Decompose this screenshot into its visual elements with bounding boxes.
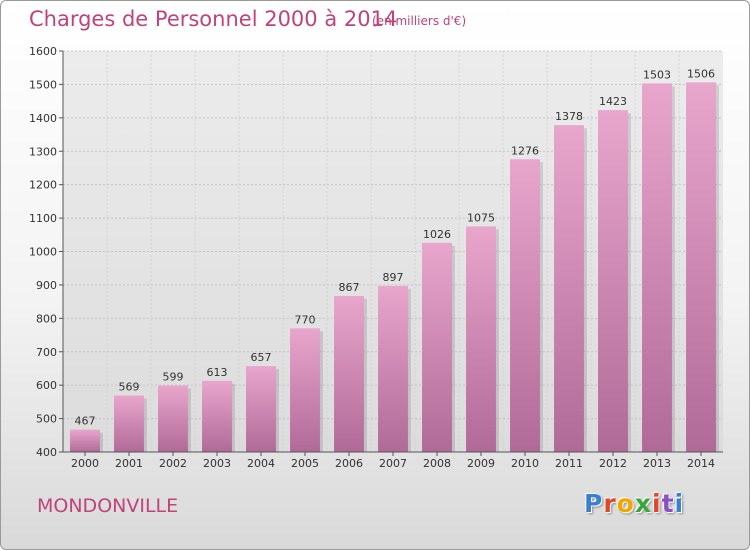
bar: [246, 366, 276, 452]
y-tick-label: 1000: [29, 246, 57, 259]
bar: [466, 226, 496, 452]
y-tick-label: 1100: [29, 212, 57, 225]
logo-letter: o: [616, 489, 635, 518]
y-tick-label: 500: [36, 413, 57, 426]
x-tick-label: 2004: [247, 457, 275, 470]
proxiti-logo: Proxiti: [584, 489, 684, 518]
y-tick-label: 400: [36, 446, 57, 459]
x-tick-label: 2012: [599, 457, 627, 470]
bar-value-label: 1423: [599, 95, 627, 108]
x-tick-label: 2014: [687, 457, 715, 470]
y-tick-label: 700: [36, 346, 57, 359]
bar-value-label: 467: [75, 415, 96, 428]
bar-value-label: 1503: [643, 68, 671, 81]
bar: [422, 242, 452, 452]
y-tick-label: 600: [36, 379, 57, 392]
bar: [378, 285, 408, 452]
bar-value-label: 613: [207, 366, 228, 379]
x-tick-label: 2002: [159, 457, 187, 470]
bar: [334, 295, 364, 452]
x-tick-label: 2008: [423, 457, 451, 470]
x-tick-label: 2003: [203, 457, 231, 470]
bar: [686, 82, 716, 452]
axes: 400 500 600 700 800 900 1000 1100 1200 1300 1400 15…: [29, 45, 723, 470]
bar: [642, 83, 672, 452]
logo-letter: t: [661, 489, 675, 518]
bar: [158, 385, 188, 452]
bar-value-label: 867: [339, 281, 360, 294]
logo-letter: x: [634, 489, 652, 518]
bar-value-label: 770: [295, 313, 316, 326]
x-tick-label: 2006: [335, 457, 363, 470]
logo-letter: i: [652, 489, 662, 518]
bar: [598, 110, 628, 453]
bar: [70, 429, 100, 452]
bar-value-label: 1378: [555, 110, 583, 123]
logo-letter: r: [603, 489, 617, 518]
x-tick-label: 2007: [379, 457, 407, 470]
y-tick-label: 1300: [29, 145, 57, 158]
y-tick-label: 1600: [29, 45, 57, 58]
bar: [114, 395, 144, 452]
bar-value-label: 1075: [467, 211, 495, 224]
x-tick-label: 2005: [291, 457, 319, 470]
y-tick-label: 1400: [29, 112, 57, 125]
x-tick-label: 2011: [555, 457, 583, 470]
bar-value-label: 1026: [423, 228, 451, 241]
bar: [554, 125, 584, 452]
logo-letter: i: [674, 489, 685, 518]
chart-subtitle: (en milliers d'€): [372, 14, 467, 28]
y-tick-label: 800: [36, 312, 57, 325]
x-tick-label: 2010: [511, 457, 539, 470]
grid-lines: [63, 50, 723, 453]
y-tick-label: 1200: [29, 179, 57, 192]
x-tick-label: 2001: [115, 457, 143, 470]
bars: 467 569 599 613 657 770 867 897 1026 1075 1276 1378…: [70, 67, 719, 453]
bar-value-label: 569: [119, 381, 140, 394]
bar-value-label: 599: [163, 371, 184, 384]
bar: [202, 380, 232, 452]
x-tick-label: 2000: [71, 457, 99, 470]
y-tick-label: 900: [36, 279, 57, 292]
logo-letter: P: [584, 489, 604, 518]
chart-title: Charges de Personnel 2000 à 2014: [29, 7, 398, 31]
bar-value-label: 1276: [511, 144, 539, 157]
commune-name: MONDONVILLE: [37, 495, 179, 517]
x-tick-label: 2013: [643, 457, 671, 470]
bar: [290, 328, 320, 452]
bar: [510, 159, 540, 452]
bar-value-label: 657: [251, 351, 272, 364]
x-tick-label: 2009: [467, 457, 495, 470]
bar-value-label: 897: [383, 271, 404, 284]
bar-value-label: 1506: [687, 67, 715, 80]
y-tick-label: 1500: [29, 78, 57, 91]
